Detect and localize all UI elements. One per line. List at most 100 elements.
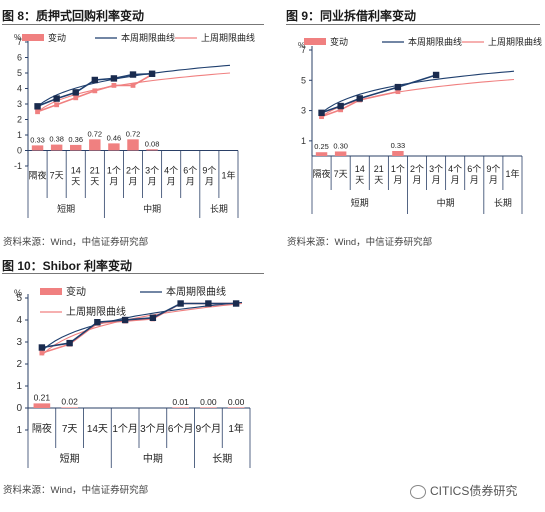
y-tick-label: 1 — [16, 425, 22, 436]
y-tick-label: 7 — [301, 45, 306, 55]
figure-8-title: 图 8：质押式回购利率变动 — [2, 9, 145, 23]
y-tick-label: 3 — [17, 99, 22, 109]
x-tick-label: 3个 — [145, 165, 159, 175]
x-tick-label: 21 — [374, 164, 384, 174]
this-week-series-point — [110, 75, 118, 82]
last-week-series-point — [35, 109, 40, 115]
y-tick-label: 5 — [17, 68, 22, 78]
y-tick-label: 5 — [16, 293, 22, 304]
last-week-series-point — [338, 107, 344, 113]
change-data-label: 0.36 — [68, 135, 83, 144]
change-data-label: 0.33 — [30, 135, 45, 144]
x-tick-label-cont: 月 — [412, 175, 421, 185]
last-week-trend-curve — [321, 78, 515, 118]
x-group-label: 中期 — [143, 452, 163, 465]
last-week-series-point — [92, 88, 98, 94]
this-week-series-point — [232, 300, 240, 307]
legend-change-label: 变动 — [330, 36, 348, 47]
this-week-series-point — [394, 83, 402, 91]
change-bar — [334, 151, 347, 156]
this-week-trend-curve — [321, 70, 515, 114]
change-data-label: 0.00 — [228, 397, 245, 407]
this-week-series-point — [205, 300, 212, 307]
x-group-label: 短期 — [351, 197, 369, 208]
change-data-label: 0.38 — [49, 135, 64, 144]
y-tick-label: 4 — [17, 84, 22, 94]
change-data-label: 0.08 — [145, 139, 160, 148]
x-tick-label: 隔夜 — [32, 422, 52, 435]
figure-9-title-rule — [286, 24, 540, 25]
change-data-label: 0.30 — [333, 141, 348, 150]
y-tick-label: 6 — [17, 53, 22, 63]
this-week-series-point — [94, 319, 101, 326]
x-group-label: 中期 — [143, 203, 161, 214]
legend-last-week-label: 上周期限曲线 — [66, 305, 126, 318]
this-week-series-point — [149, 314, 157, 321]
y-tick-label: 1 — [16, 381, 22, 392]
x-tick-label: 14天 — [87, 424, 108, 435]
legend-this-week-label: 本周期限曲线 — [121, 32, 175, 43]
y-tick-label: 0 — [16, 403, 22, 414]
x-tick-label-cont: 月 — [128, 176, 137, 186]
y-tick-label: 0 — [17, 146, 22, 156]
this-week-series-point — [72, 89, 79, 96]
y-tick-label: -1 — [14, 161, 22, 171]
figure-10-title: 图 10：Shibor 利率变动 — [2, 259, 133, 273]
x-tick-label: 1年 — [505, 168, 519, 179]
this-week-series-point — [318, 109, 325, 117]
x-tick-label: 9个 — [202, 165, 216, 175]
change-bar — [33, 403, 51, 408]
x-group-label: 长期 — [494, 197, 512, 208]
change-bar — [108, 143, 120, 151]
change-bar — [315, 152, 328, 156]
x-tick-label-cont: 天 — [374, 175, 383, 185]
last-week-series-point — [54, 102, 60, 108]
last-week-trend-curve — [41, 302, 243, 356]
this-week-series-point — [66, 339, 73, 347]
this-week-series-line — [41, 302, 237, 349]
change-data-label: 0.72 — [126, 129, 141, 138]
this-week-series-point — [129, 71, 137, 78]
y-tick-label: 2 — [16, 359, 22, 370]
change-data-label: 0.21 — [34, 392, 51, 402]
x-tick-label-cont: 天 — [71, 176, 80, 186]
change-data-label: 0.00 — [200, 397, 217, 407]
x-group-label: 长期 — [212, 453, 232, 465]
figure-9-chart: 1357%隔夜 7天 14天21天1个月2个月3个月4个月6个月9个月1年短期 中期长… — [298, 36, 542, 214]
x-tick-label: 2个 — [410, 164, 424, 174]
y-tick-label: 3 — [301, 106, 306, 116]
x-tick-label: 6个 — [183, 165, 197, 175]
last-week-series-point — [39, 350, 45, 356]
y-unit-label: % — [14, 33, 21, 42]
change-bar — [61, 407, 78, 408]
x-tick-label: 9个 — [486, 164, 500, 174]
x-tick-label: 7天 — [334, 169, 348, 179]
last-week-series-point — [395, 89, 401, 95]
x-tick-label-cont: 月 — [470, 175, 479, 185]
this-week-series-point — [38, 344, 46, 351]
change-bar — [31, 145, 44, 151]
change-bar — [50, 144, 63, 151]
change-data-label: 0.02 — [61, 397, 78, 407]
x-tick-label: 3个月 — [140, 423, 166, 435]
this-week-series-point — [432, 71, 440, 79]
y-tick-label: 2 — [17, 115, 22, 125]
x-tick-label-cont: 月 — [432, 175, 441, 185]
last-week-series-point — [130, 83, 136, 88]
change-bar — [127, 139, 139, 151]
legend-change-label: 变动 — [48, 32, 66, 43]
this-week-series-point — [148, 70, 156, 77]
y-tick-label: 4 — [16, 315, 22, 326]
x-tick-label: 3个 — [429, 164, 443, 174]
this-week-series-point — [356, 95, 363, 102]
x-tick-label: 21 — [90, 165, 100, 175]
this-week-series-point — [91, 76, 99, 84]
figure-9-title: 图 9：同业拆借利率变动 — [286, 9, 417, 23]
legend-change-swatch — [22, 34, 44, 41]
change-data-label: 0.01 — [172, 397, 189, 407]
y-unit-label: % — [298, 41, 305, 50]
change-data-label: 0.46 — [107, 133, 122, 142]
x-tick-label-cont: 月 — [489, 175, 498, 185]
x-tick-label: 4个 — [164, 165, 178, 175]
